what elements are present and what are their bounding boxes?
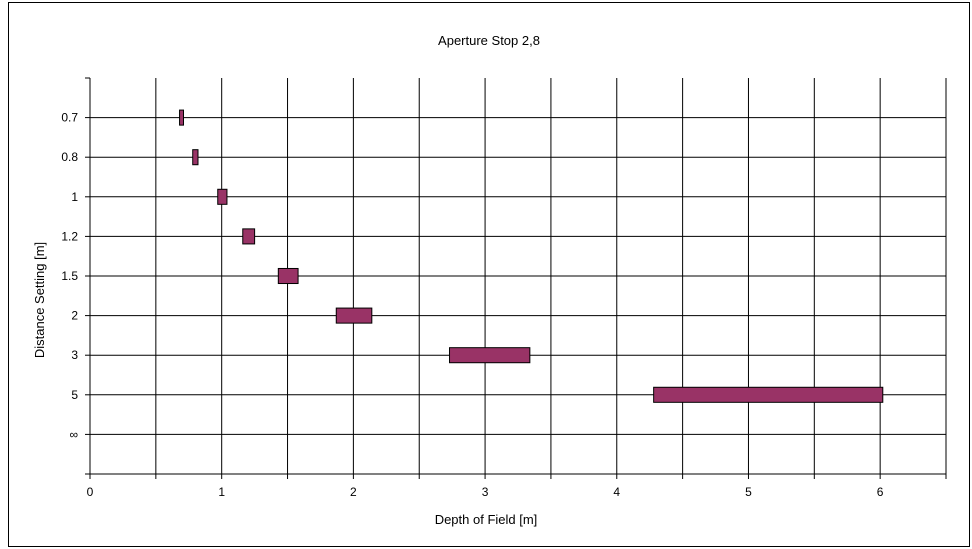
y-axis-label: Distance Setting [m] <box>32 242 47 358</box>
range-bar <box>653 386 884 403</box>
y-tick-label: 0.7 <box>61 111 78 125</box>
range-bar <box>179 109 185 126</box>
range-bar <box>449 347 531 364</box>
y-tick-label: ∞ <box>69 427 78 441</box>
bars <box>179 109 884 403</box>
x-tick-label: 6 <box>877 485 884 499</box>
x-tick-label: 0 <box>87 485 94 499</box>
x-axis-label: Depth of Field [m] <box>435 512 538 527</box>
chart-frame <box>8 2 970 547</box>
x-tick-label: 5 <box>745 485 752 499</box>
y-tick-label: 2 <box>71 309 78 323</box>
y-tick-label: 3 <box>71 348 78 362</box>
range-bar <box>242 228 256 245</box>
x-tick-label: 4 <box>613 485 620 499</box>
x-tick-label: 3 <box>482 485 489 499</box>
range-bar <box>192 149 199 166</box>
range-bar <box>277 267 299 285</box>
range-bar <box>335 307 373 324</box>
y-tick-label: 1 <box>71 190 78 204</box>
range-bar <box>217 188 228 205</box>
y-tick-label: 1.2 <box>61 229 78 243</box>
x-tick-label: 1 <box>218 485 225 499</box>
x-tick-label: 2 <box>350 485 357 499</box>
grid <box>85 77 947 479</box>
tick-labels: 0.7 0.8 1 1.2 1.5 2 3 5 ∞ 0 1 2 3 4 5 6 <box>61 111 883 499</box>
y-tick-label: 5 <box>71 388 78 402</box>
y-tick-label: 0.8 <box>61 150 78 164</box>
chart-title: Aperture Stop 2,8 <box>438 33 540 48</box>
y-tick-label: 1.5 <box>61 269 78 283</box>
